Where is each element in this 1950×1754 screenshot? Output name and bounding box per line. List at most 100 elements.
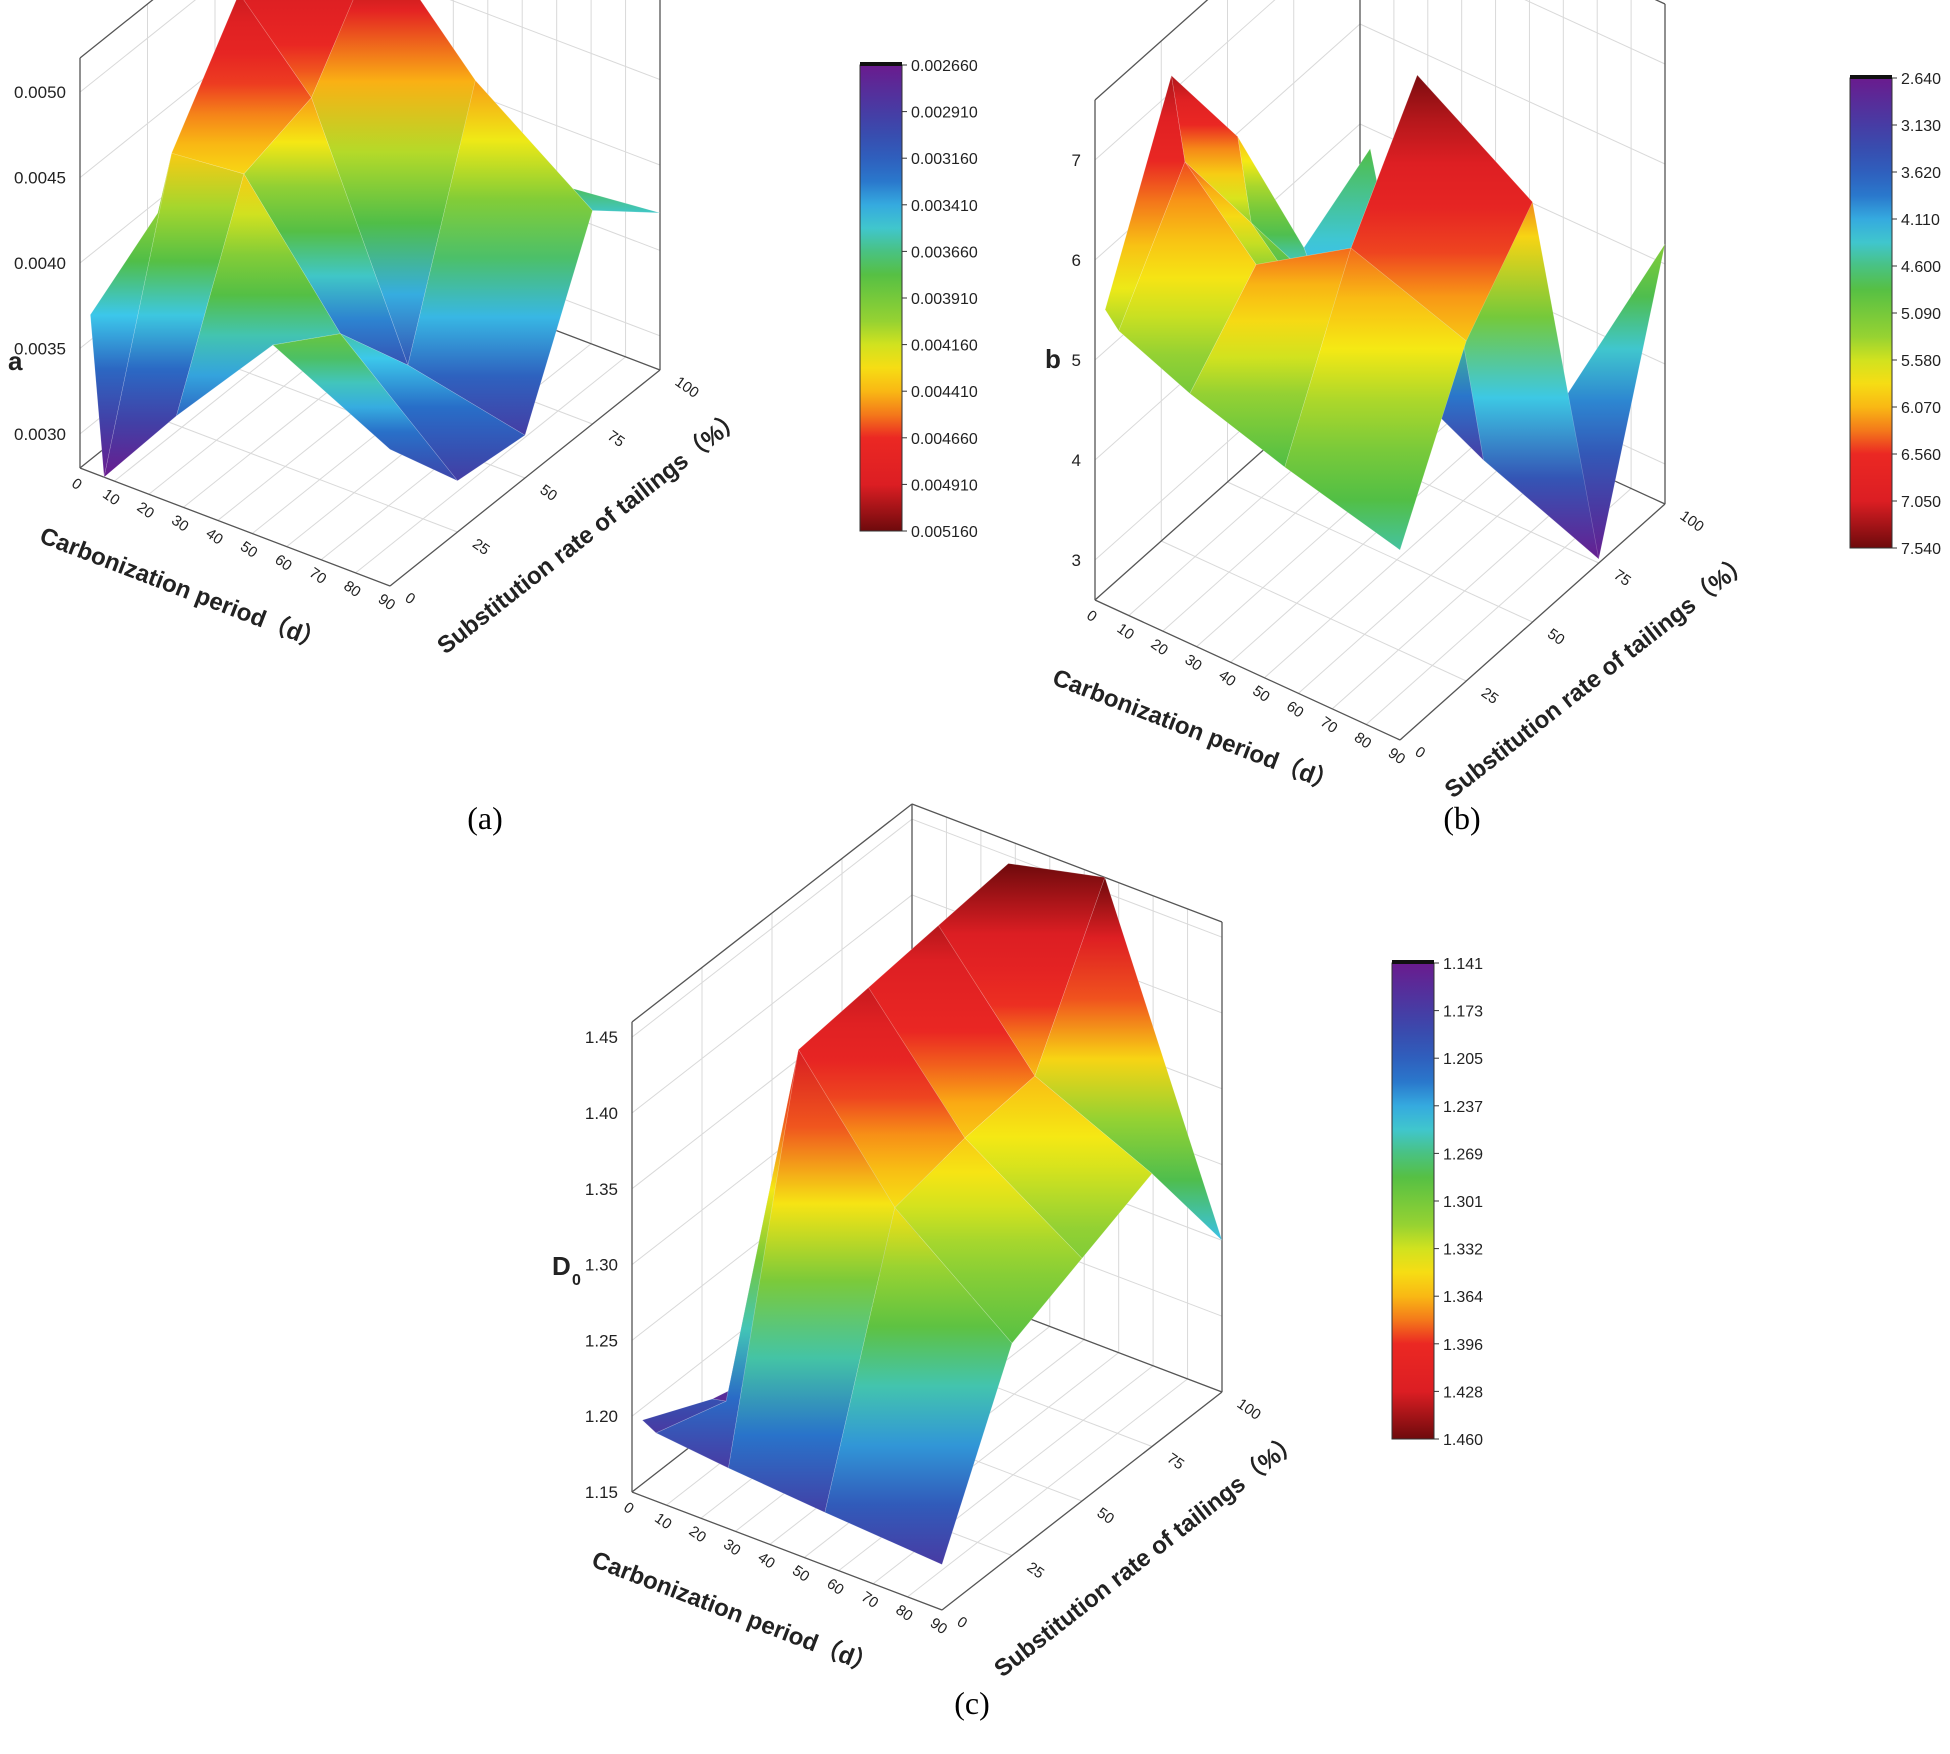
z-axis-title: a bbox=[8, 346, 23, 376]
chart-panel-a: 0.0030 0.0035 0.0040 0.0045 0.0050 0 10 20 30 40 5… bbox=[0, 0, 978, 840]
y-tick-label: 0 bbox=[402, 589, 419, 608]
colorbar-label: 1.396 bbox=[1443, 1337, 1483, 1354]
colorbar: 1.141 1.173 1.205 1.237 1.269 1.301 1.332 1.364… bbox=[1391, 956, 1483, 1449]
x-tick-label: 0 bbox=[1083, 607, 1100, 626]
colorbar-label: 0.003410 bbox=[911, 198, 978, 215]
z-tick-label: 4 bbox=[1072, 451, 1081, 470]
colorbar: 0.002660 0.002910 0.003160 0.003410 0.003660… bbox=[859, 58, 978, 541]
x-tick-label: 90 bbox=[927, 1615, 950, 1638]
y-tick-label: 75 bbox=[604, 427, 627, 450]
y-tick-label: 75 bbox=[1610, 566, 1633, 589]
y-axis-title: Substitution rate of tailings（%） bbox=[1440, 548, 1756, 803]
y-axis-title: Substitution rate of tailings（%） bbox=[989, 1427, 1305, 1682]
colorbar-label: 1.141 bbox=[1443, 956, 1483, 973]
axis-edge bbox=[1654, 0, 1666, 5]
x-tick-label: 80 bbox=[892, 1601, 915, 1624]
caption-a: (a) bbox=[467, 800, 503, 836]
colorbar-label: 0.002660 bbox=[911, 58, 978, 75]
x-tick-label: 70 bbox=[858, 1588, 881, 1611]
colorbar-label: 0.005160 bbox=[911, 524, 978, 541]
axis-edge bbox=[1094, 599, 1401, 741]
floor-gridline-y bbox=[1227, 481, 1533, 623]
colorbar-label: 6.560 bbox=[1901, 447, 1941, 464]
colorbar-gradient bbox=[859, 64, 903, 532]
colorbar-label: 1.205 bbox=[1443, 1051, 1483, 1068]
surface-patch bbox=[272, 333, 458, 482]
colorbar-label: 4.110 bbox=[1901, 212, 1940, 229]
x-tick-label: 80 bbox=[340, 577, 363, 600]
x-tick-label: 50 bbox=[1249, 682, 1272, 705]
surface bbox=[1104, 73, 1666, 560]
x-tick-label: 50 bbox=[237, 538, 260, 561]
x-tick-label: 40 bbox=[203, 525, 226, 548]
y-tick-label: 25 bbox=[469, 535, 492, 558]
colorbar-label: 0.003910 bbox=[911, 291, 978, 308]
z-tick-label: 0.0050 bbox=[14, 83, 66, 102]
x-tick-label: 10 bbox=[651, 1510, 674, 1533]
x-tick-label: 60 bbox=[824, 1575, 847, 1598]
z-tick-label: 3 bbox=[1072, 551, 1081, 570]
colorbar-gradient bbox=[1391, 962, 1435, 1440]
colorbar-label: 0.004160 bbox=[911, 338, 978, 355]
colorbar-label: 1.237 bbox=[1443, 1099, 1483, 1116]
colorbar-label: 3.620 bbox=[1901, 165, 1941, 182]
surface bbox=[641, 862, 1223, 1565]
axis-edge bbox=[941, 1391, 1223, 1611]
x-axis-title: Carbonization period（d） bbox=[1049, 664, 1341, 798]
x-tick-label: 20 bbox=[686, 1523, 709, 1546]
x-tick-label: 0 bbox=[68, 475, 85, 494]
colorbar-label: 1.364 bbox=[1443, 1289, 1483, 1306]
z-tick-label: 7 bbox=[1072, 151, 1081, 170]
axis-edge bbox=[79, 467, 391, 587]
z-tick-label: 1.15 bbox=[585, 1483, 618, 1502]
colorbar-label: 7.050 bbox=[1901, 494, 1941, 511]
colorbar-label: 1.460 bbox=[1443, 1432, 1483, 1449]
axis-edge bbox=[79, 0, 154, 59]
colorbar-label: 2.640 bbox=[1901, 71, 1941, 88]
x-axis-title: Carbonization period（d） bbox=[588, 1546, 880, 1680]
axis-edge bbox=[1399, 503, 1666, 741]
colorbar-label: 1.173 bbox=[1443, 1004, 1483, 1021]
x-tick-label: 90 bbox=[1385, 745, 1408, 768]
colorbar-label: 0.003160 bbox=[911, 151, 978, 168]
x-tick-label: 30 bbox=[1182, 651, 1205, 674]
colorbar-label: 0.002910 bbox=[911, 105, 978, 122]
z-axis-title: D bbox=[552, 1251, 571, 1281]
y-tick-label: 50 bbox=[1544, 625, 1567, 648]
y-tick-label: 50 bbox=[1094, 1504, 1117, 1527]
x-tick-label: 80 bbox=[1351, 729, 1374, 752]
floor-gridline-y bbox=[1161, 540, 1467, 682]
x-tick-label: 70 bbox=[306, 564, 329, 587]
z-tick-label: 0.0040 bbox=[14, 254, 66, 273]
colorbar-label: 5.090 bbox=[1901, 306, 1941, 323]
z-tick-label: 6 bbox=[1072, 251, 1081, 270]
surface bbox=[90, 0, 661, 482]
z-tick-label: 1.35 bbox=[585, 1180, 618, 1199]
y-tick-label: 100 bbox=[672, 373, 702, 401]
y-tick-label: 25 bbox=[1478, 684, 1501, 707]
surface-chart-c: 1.15 1.20 1.25 1.30 1.35 1.40 1.45 0 10 20 30 40 50 6… bbox=[552, 803, 1483, 1683]
y-tick-label: 100 bbox=[1234, 1395, 1264, 1423]
x-tick-label: 0 bbox=[620, 1499, 637, 1518]
chart-panel-c: 1.15 1.20 1.25 1.30 1.35 1.40 1.45 0 10 20 30 40 50 6… bbox=[487, 803, 1483, 1754]
colorbar-label: 3.130 bbox=[1901, 118, 1941, 135]
x-tick-label: 10 bbox=[1114, 620, 1137, 643]
caption-c: (c) bbox=[954, 1685, 990, 1721]
z-tick-label: 1.45 bbox=[585, 1028, 618, 1047]
colorbar-label: 7.540 bbox=[1901, 541, 1941, 558]
x-axis-title: Carbonization period（d） bbox=[36, 522, 328, 656]
colorbar-label: 1.269 bbox=[1443, 1146, 1483, 1163]
z-axis-title-subscript: 0 bbox=[572, 1272, 581, 1289]
colorbar-gradient bbox=[1849, 77, 1893, 549]
y-tick-label: 50 bbox=[537, 481, 560, 504]
surface-patch bbox=[824, 1207, 1013, 1565]
z-tick-label: 1.30 bbox=[585, 1256, 618, 1275]
tick-labels: 1.15 1.20 1.25 1.30 1.35 1.40 1.45 0 10 20 30 40 50 6… bbox=[585, 1028, 1264, 1638]
colorbar-label: 6.070 bbox=[1901, 400, 1941, 417]
z-axis-title: b bbox=[1045, 344, 1061, 374]
z-tick-label: 0.0045 bbox=[14, 169, 66, 188]
z-tick-label: 5 bbox=[1072, 351, 1081, 370]
z-tick-label: 0.0030 bbox=[14, 425, 66, 444]
x-tick-label: 30 bbox=[168, 512, 191, 535]
